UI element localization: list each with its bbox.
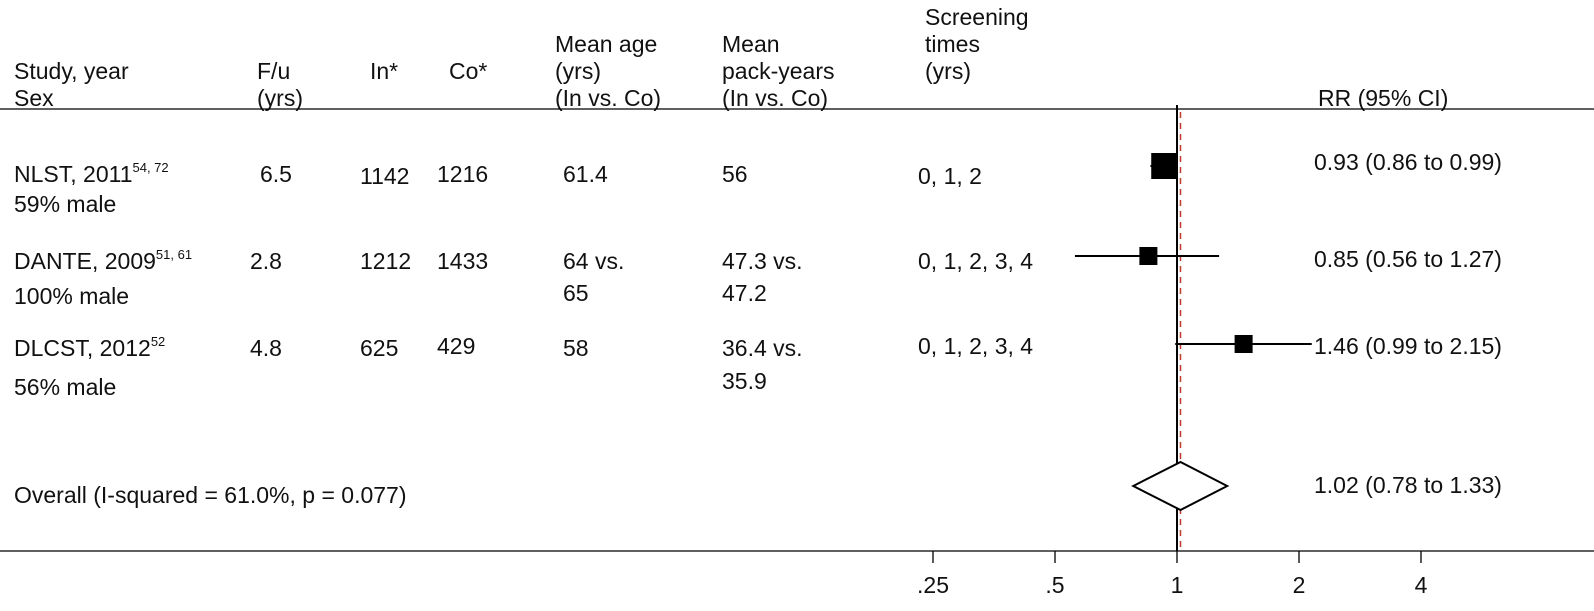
study-sex: 59% male — [14, 191, 117, 217]
followup-value: 2.8 — [250, 248, 282, 274]
control-n: 429 — [437, 333, 476, 359]
header-intervention: In* — [370, 58, 399, 84]
rr-text: 0.85 (0.56 to 1.27) — [1314, 246, 1502, 272]
overall-diamond — [1131, 460, 1230, 512]
screening-times: 0, 1, 2 — [918, 163, 982, 189]
followup-value: 6.5 — [260, 161, 292, 187]
mean-age-control: 65 — [563, 280, 589, 306]
study-name: DANTE, 200951, 61 — [14, 247, 193, 274]
mean-age: 61.4 — [563, 161, 608, 187]
effect-box — [1234, 335, 1253, 353]
effect-box — [1139, 247, 1158, 265]
control-n: 1433 — [437, 248, 489, 274]
effect-box — [1151, 153, 1178, 179]
pack-years: 47.3 vs. — [722, 248, 803, 274]
pack-years: 36.4 vs. — [722, 335, 803, 361]
header-followup: F/u (yrs) — [257, 58, 303, 111]
x-tick-label: 2 — [1292, 572, 1306, 598]
header-screening: Screening times (yrs) — [925, 4, 1029, 84]
screening-times: 0, 1, 2, 3, 4 — [918, 333, 1034, 359]
header-mean-age: Mean age (yrs) (In vs. Co) — [555, 31, 662, 111]
control-n: 1216 — [437, 161, 489, 187]
mean-age: 58 — [563, 335, 589, 361]
pack-years-control: 35.9 — [722, 368, 767, 394]
x-tick-label: 4 — [1414, 572, 1428, 598]
intervention-n: 1142 — [360, 163, 410, 189]
header-rr: RR (95% CI) — [1318, 85, 1449, 111]
x-tick-label: 1 — [1170, 572, 1184, 598]
header-study: Study, year Sex — [14, 58, 129, 111]
overall-rr-text: 1.02 (0.78 to 1.33) — [1314, 472, 1502, 498]
mean-age: 64 vs. — [563, 248, 625, 274]
followup-value: 4.8 — [250, 335, 282, 361]
x-tick-label: .5 — [1045, 572, 1065, 598]
rr-text: 0.93 (0.86 to 0.99) — [1314, 149, 1502, 175]
pack-years: 56 — [722, 161, 748, 187]
header-pack-years: Mean pack-years (In vs. Co) — [722, 31, 835, 111]
study-sex: 100% male — [14, 283, 130, 309]
header-control: Co* — [449, 58, 488, 84]
intervention-n: 625 — [360, 335, 399, 361]
screening-times: 0, 1, 2, 3, 4 — [918, 248, 1034, 274]
x-tick-label: .25 — [917, 572, 949, 598]
intervention-n: 1212 — [360, 248, 412, 274]
overall-label: Overall (I-squared = 61.0%, p = 0.077) — [14, 482, 407, 508]
rr-text: 1.46 (0.99 to 2.15) — [1314, 333, 1502, 359]
study-name: DLCST, 201252 — [14, 334, 166, 361]
study-sex: 56% male — [14, 374, 117, 400]
study-name: NLST, 201154, 72 — [14, 160, 169, 187]
pack-years-control: 47.2 — [722, 280, 767, 306]
